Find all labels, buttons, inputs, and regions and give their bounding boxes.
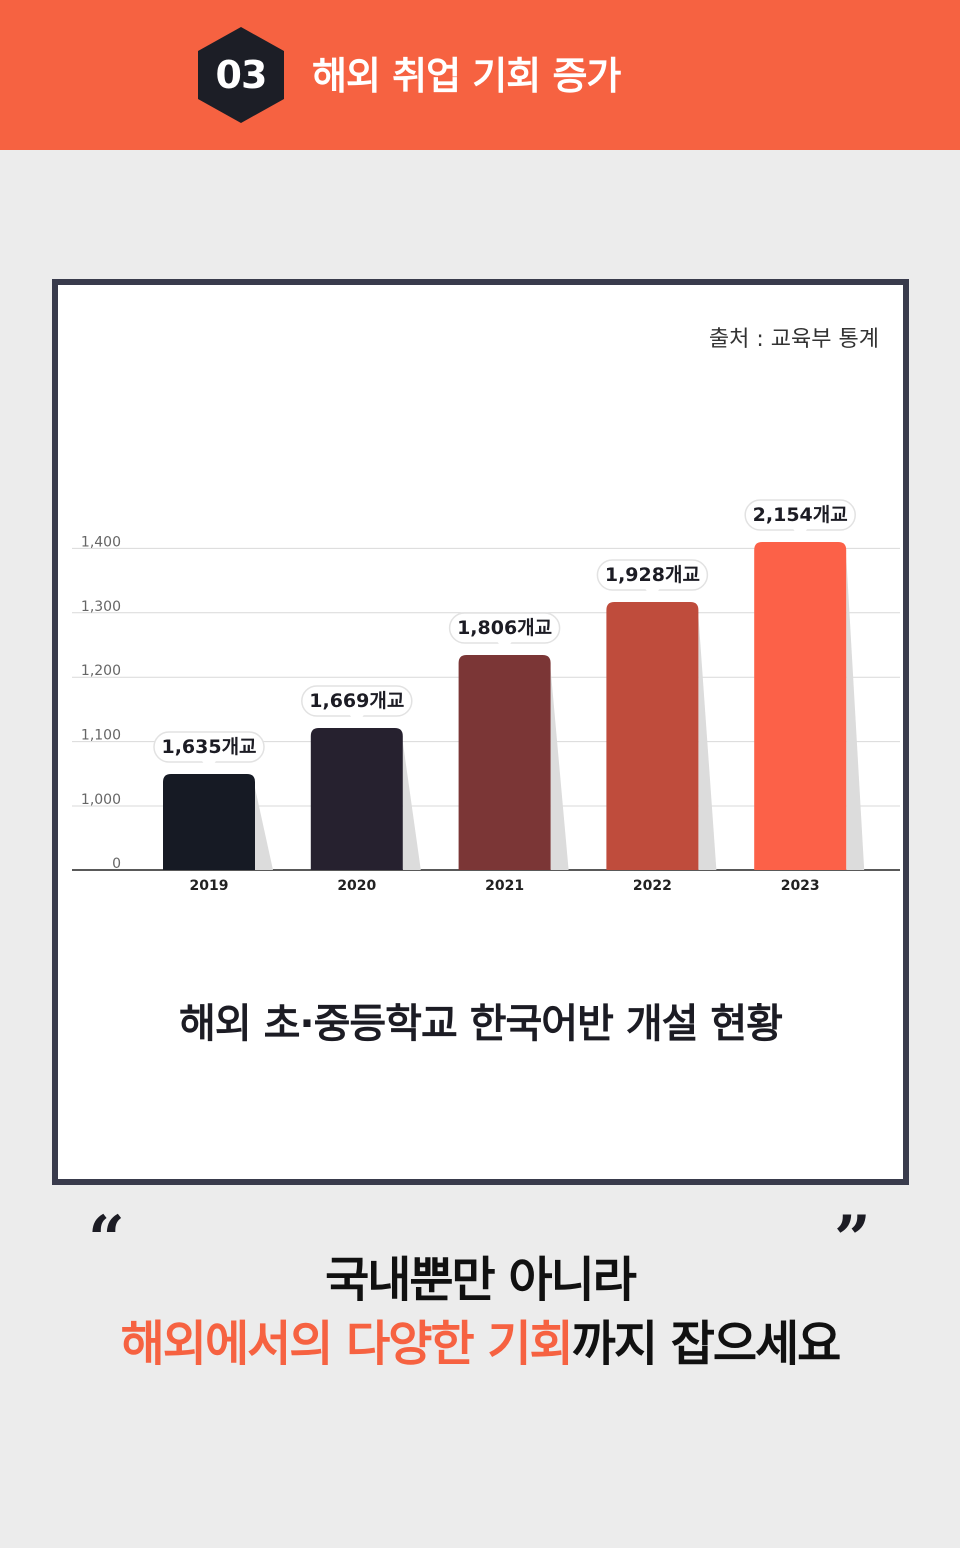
y-tick-label: 1,100 bbox=[81, 728, 121, 744]
bar-shadow bbox=[698, 616, 717, 870]
x-tick-label: 2022 bbox=[633, 878, 672, 894]
headline-accent-text: 해외에서의 다양한 기회 bbox=[120, 1316, 574, 1372]
data-label-pointer bbox=[793, 529, 808, 539]
data-label-pointer bbox=[202, 761, 216, 771]
headline-line-2: 해외에서의 다양한 기회까지 잡으세요 bbox=[0, 1304, 960, 1374]
data-label: 1,669개교 bbox=[309, 690, 404, 712]
x-tick-label: 2020 bbox=[337, 878, 376, 894]
data-label-pointer bbox=[349, 715, 364, 725]
y-tick-label: 1,400 bbox=[81, 534, 121, 550]
hexagon-badge-icon bbox=[198, 27, 284, 123]
bar-2021 bbox=[458, 655, 551, 870]
bar-shadow bbox=[550, 669, 569, 870]
headline-line-1: 국내뿐만 아니라 bbox=[325, 1252, 637, 1308]
close-quote-mark: ” bbox=[834, 1202, 871, 1277]
bar-2020 bbox=[310, 728, 403, 870]
chart-card: 출처 : 교육부 통계 0 1,000 1,100 1,200 1,300 1,400 20… bbox=[52, 279, 909, 1185]
header-banner: 03 해외 취업 기회 증가 bbox=[0, 0, 960, 150]
data-label-pointer bbox=[497, 642, 512, 652]
y-tick-label: 1,300 bbox=[81, 599, 121, 615]
source-note: 출처 : 교육부 통계 bbox=[708, 327, 879, 352]
bar-2019 bbox=[163, 774, 255, 870]
bar-shadow bbox=[402, 742, 421, 870]
x-tick-label: 2021 bbox=[485, 878, 524, 894]
headline-rest-text: 까지 잡으세요 bbox=[571, 1316, 842, 1372]
bar-shadow bbox=[846, 556, 865, 870]
y-tick-label: 1,200 bbox=[81, 663, 121, 679]
data-label-pointer bbox=[645, 589, 660, 599]
bar-shadow bbox=[255, 788, 273, 870]
bar-2022 bbox=[606, 602, 699, 870]
x-tick-label: 2023 bbox=[781, 878, 820, 894]
section-number: 03 bbox=[215, 53, 268, 97]
bar-2023 bbox=[754, 542, 847, 870]
data-label: 2,154개교 bbox=[753, 504, 848, 526]
data-label: 1,635개교 bbox=[161, 736, 256, 758]
data-label: 1,928개교 bbox=[605, 564, 700, 586]
chart-title: 해외 초·중등학교 한국어반 개설 현황 bbox=[179, 1001, 783, 1047]
bar-chart: 0 1,000 1,100 1,200 1,300 1,400 2019 1,635개교 202… bbox=[72, 499, 900, 894]
open-quote-mark: “ bbox=[88, 1202, 125, 1277]
section-title: 해외 취업 기회 증가 bbox=[312, 54, 621, 98]
x-tick-label: 2019 bbox=[190, 878, 229, 894]
y-tick-label: 1,000 bbox=[81, 792, 121, 808]
y-tick-label: 0 bbox=[112, 856, 121, 872]
data-label: 1,806개교 bbox=[457, 617, 552, 639]
